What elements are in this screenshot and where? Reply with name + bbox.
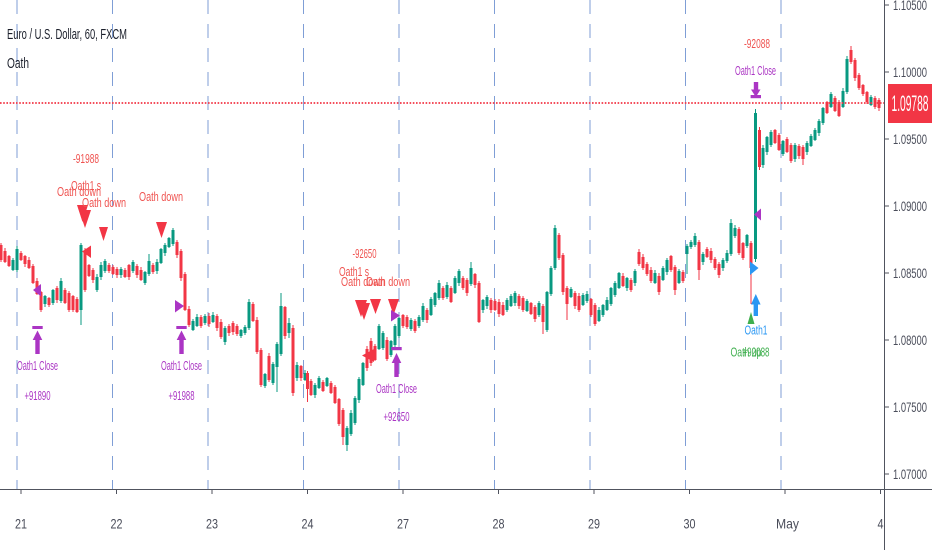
svg-text:Oath1 Close: Oath1 Close xyxy=(376,381,417,396)
svg-text:1.08000: 1.08000 xyxy=(893,332,927,348)
svg-text:30: 30 xyxy=(684,516,696,532)
svg-text:Oath up: Oath up xyxy=(731,345,762,360)
svg-text:1.07500: 1.07500 xyxy=(893,399,927,415)
svg-text:Oath down: Oath down xyxy=(82,195,126,210)
svg-text:Oath1 Close: Oath1 Close xyxy=(735,63,776,78)
svg-text:Oath down: Oath down xyxy=(57,184,101,199)
svg-text:1.09000: 1.09000 xyxy=(893,198,927,214)
svg-text:28: 28 xyxy=(493,516,505,532)
svg-text:Oath down: Oath down xyxy=(139,189,183,204)
svg-text:21: 21 xyxy=(15,516,27,532)
svg-text:+92088: +92088 xyxy=(743,345,770,360)
svg-text:-92088: -92088 xyxy=(744,36,770,51)
svg-text:Oath down: Oath down xyxy=(366,274,410,289)
svg-text:+91988: +91988 xyxy=(169,388,195,403)
svg-text:1.07000: 1.07000 xyxy=(893,466,927,482)
svg-text:Oath down: Oath down xyxy=(341,274,385,289)
svg-text:+91890: +91890 xyxy=(25,388,51,403)
svg-text:Oath1 Close: Oath1 Close xyxy=(161,358,202,373)
svg-text:Euro / U.S. Dollar, 60, FXCM: Euro / U.S. Dollar, 60, FXCM xyxy=(7,27,127,43)
svg-text:+92650: +92650 xyxy=(384,409,410,424)
svg-text:-91988: -91988 xyxy=(73,151,99,166)
svg-text:1.09500: 1.09500 xyxy=(893,131,927,147)
svg-text:1.10000: 1.10000 xyxy=(893,64,927,80)
svg-text:1.09788: 1.09788 xyxy=(892,91,929,116)
svg-text:1.08500: 1.08500 xyxy=(893,265,927,281)
svg-text:Oath1: Oath1 xyxy=(745,323,768,338)
svg-text:Oath1 s: Oath1 s xyxy=(71,178,101,193)
svg-text:Oath1 Close: Oath1 Close xyxy=(17,358,58,373)
svg-text:May: May xyxy=(776,516,799,532)
svg-text:29: 29 xyxy=(588,516,600,532)
svg-text:1.10500: 1.10500 xyxy=(893,0,927,13)
svg-text:22: 22 xyxy=(111,516,123,532)
svg-text:24: 24 xyxy=(302,516,314,532)
svg-text:23: 23 xyxy=(206,516,218,532)
svg-text:-92650: -92650 xyxy=(353,246,377,261)
svg-text:Oath: Oath xyxy=(7,56,29,72)
svg-text:27: 27 xyxy=(397,516,409,532)
svg-text:Oath1 s: Oath1 s xyxy=(339,264,369,279)
svg-text:4: 4 xyxy=(878,516,884,532)
